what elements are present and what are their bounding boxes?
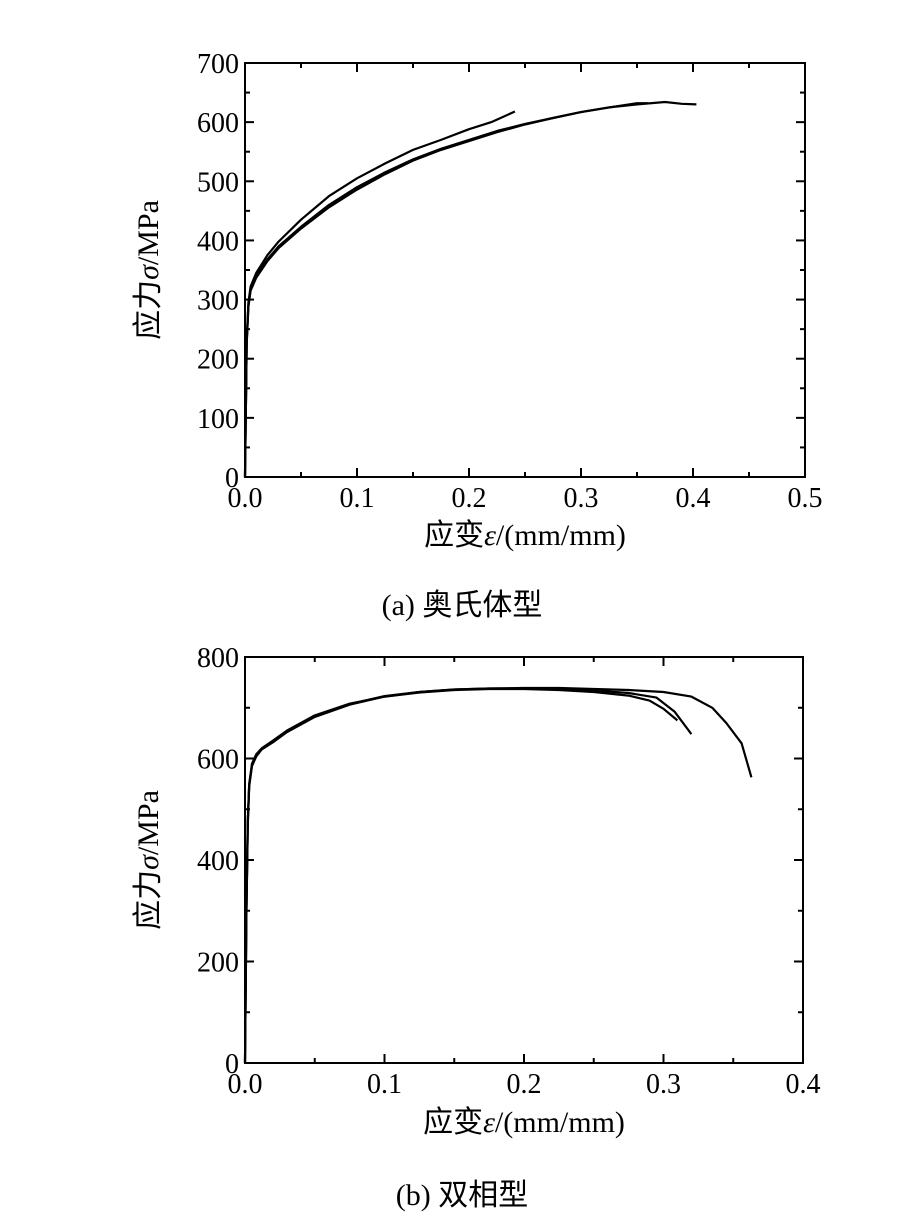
series-line-1 [243,687,679,1064]
x-tick-label: 0.0 [228,1069,263,1100]
x-tick-label: 0.1 [340,483,375,514]
caption-a: (a) 奥氏体型 [381,589,543,622]
x-tick-label: 0.2 [507,1069,542,1100]
y-tick-label: 100 [197,404,239,435]
y-tick-label: 600 [197,108,239,139]
x-tick-label: 0.5 [788,483,823,514]
series-line-3 [243,686,753,1064]
series-line-3 [243,100,697,478]
series-line-1 [243,110,516,478]
caption-b: (b) 双相型 [395,1179,529,1212]
x-tick-label: 0.0 [228,483,263,514]
y-tick-label: 400 [197,226,239,257]
chart-duplex: 0.0 0.1 0.2 0.3 0.4 0 200 400 600 800 应变ε/(mm/mm) 应… [132,643,821,1139]
chart-austenitic: 0.0 0.1 0.2 0.3 0.4 0.5 0 100 200 300 400 500 600 700… [132,49,823,552]
y-tick-label: 200 [197,345,239,376]
y-tick-label: 0 [225,463,239,494]
y-tick-label: 600 [197,745,239,776]
x-axis-label: 应变ε/(mm/mm) [423,1106,625,1139]
x-axis-label: 应变ε/(mm/mm) [424,519,626,552]
x-tick-label: 0.2 [452,483,487,514]
y-tick-label: 300 [197,286,239,317]
plot-frame [244,656,804,1064]
y-tick-label: 0 [225,1049,239,1080]
x-tick-label: 0.4 [786,1069,821,1100]
series-line-2 [243,687,693,1064]
y-axis-label: 应力σ/MPa [132,200,165,340]
y-tick-label: 700 [197,49,239,80]
y-tick-label: 800 [197,643,239,674]
x-tick-label: 0.3 [646,1069,681,1100]
y-tick-label: 200 [197,948,239,979]
x-tick-label: 0.4 [676,483,711,514]
x-tick-label: 0.1 [367,1069,402,1100]
x-tick-label: 0.3 [564,483,599,514]
y-axis-label: 应力σ/MPa [132,790,165,930]
y-tick-label: 500 [197,167,239,198]
series-line-2 [243,102,649,478]
y-tick-label: 400 [197,846,239,877]
